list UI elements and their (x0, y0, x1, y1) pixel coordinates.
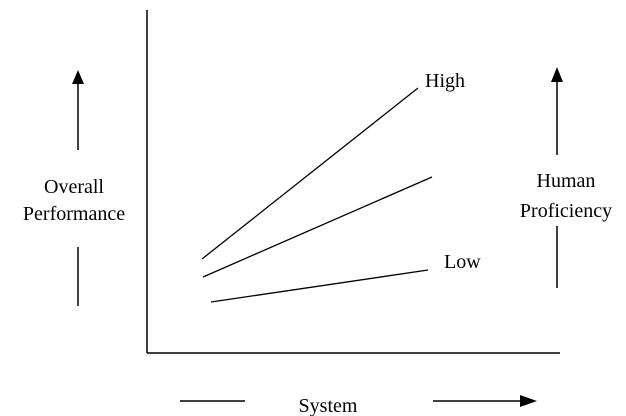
right-label-line1: Human (537, 170, 596, 192)
line-medium (202, 176, 433, 278)
right-up-arrow-icon (551, 67, 563, 82)
left-up-arrow-icon (72, 70, 84, 84)
line-label-low: Low (444, 251, 481, 273)
right-arrow-icon (520, 395, 537, 407)
line-label-high: High (425, 70, 465, 92)
left-label-line1: Overall (44, 176, 104, 198)
line-high (201, 87, 419, 260)
x-axis-label: System (299, 395, 358, 416)
right-label-line2: Proficiency (520, 200, 612, 222)
line-low (210, 269, 429, 303)
left-label-line2: Performance (23, 203, 125, 225)
